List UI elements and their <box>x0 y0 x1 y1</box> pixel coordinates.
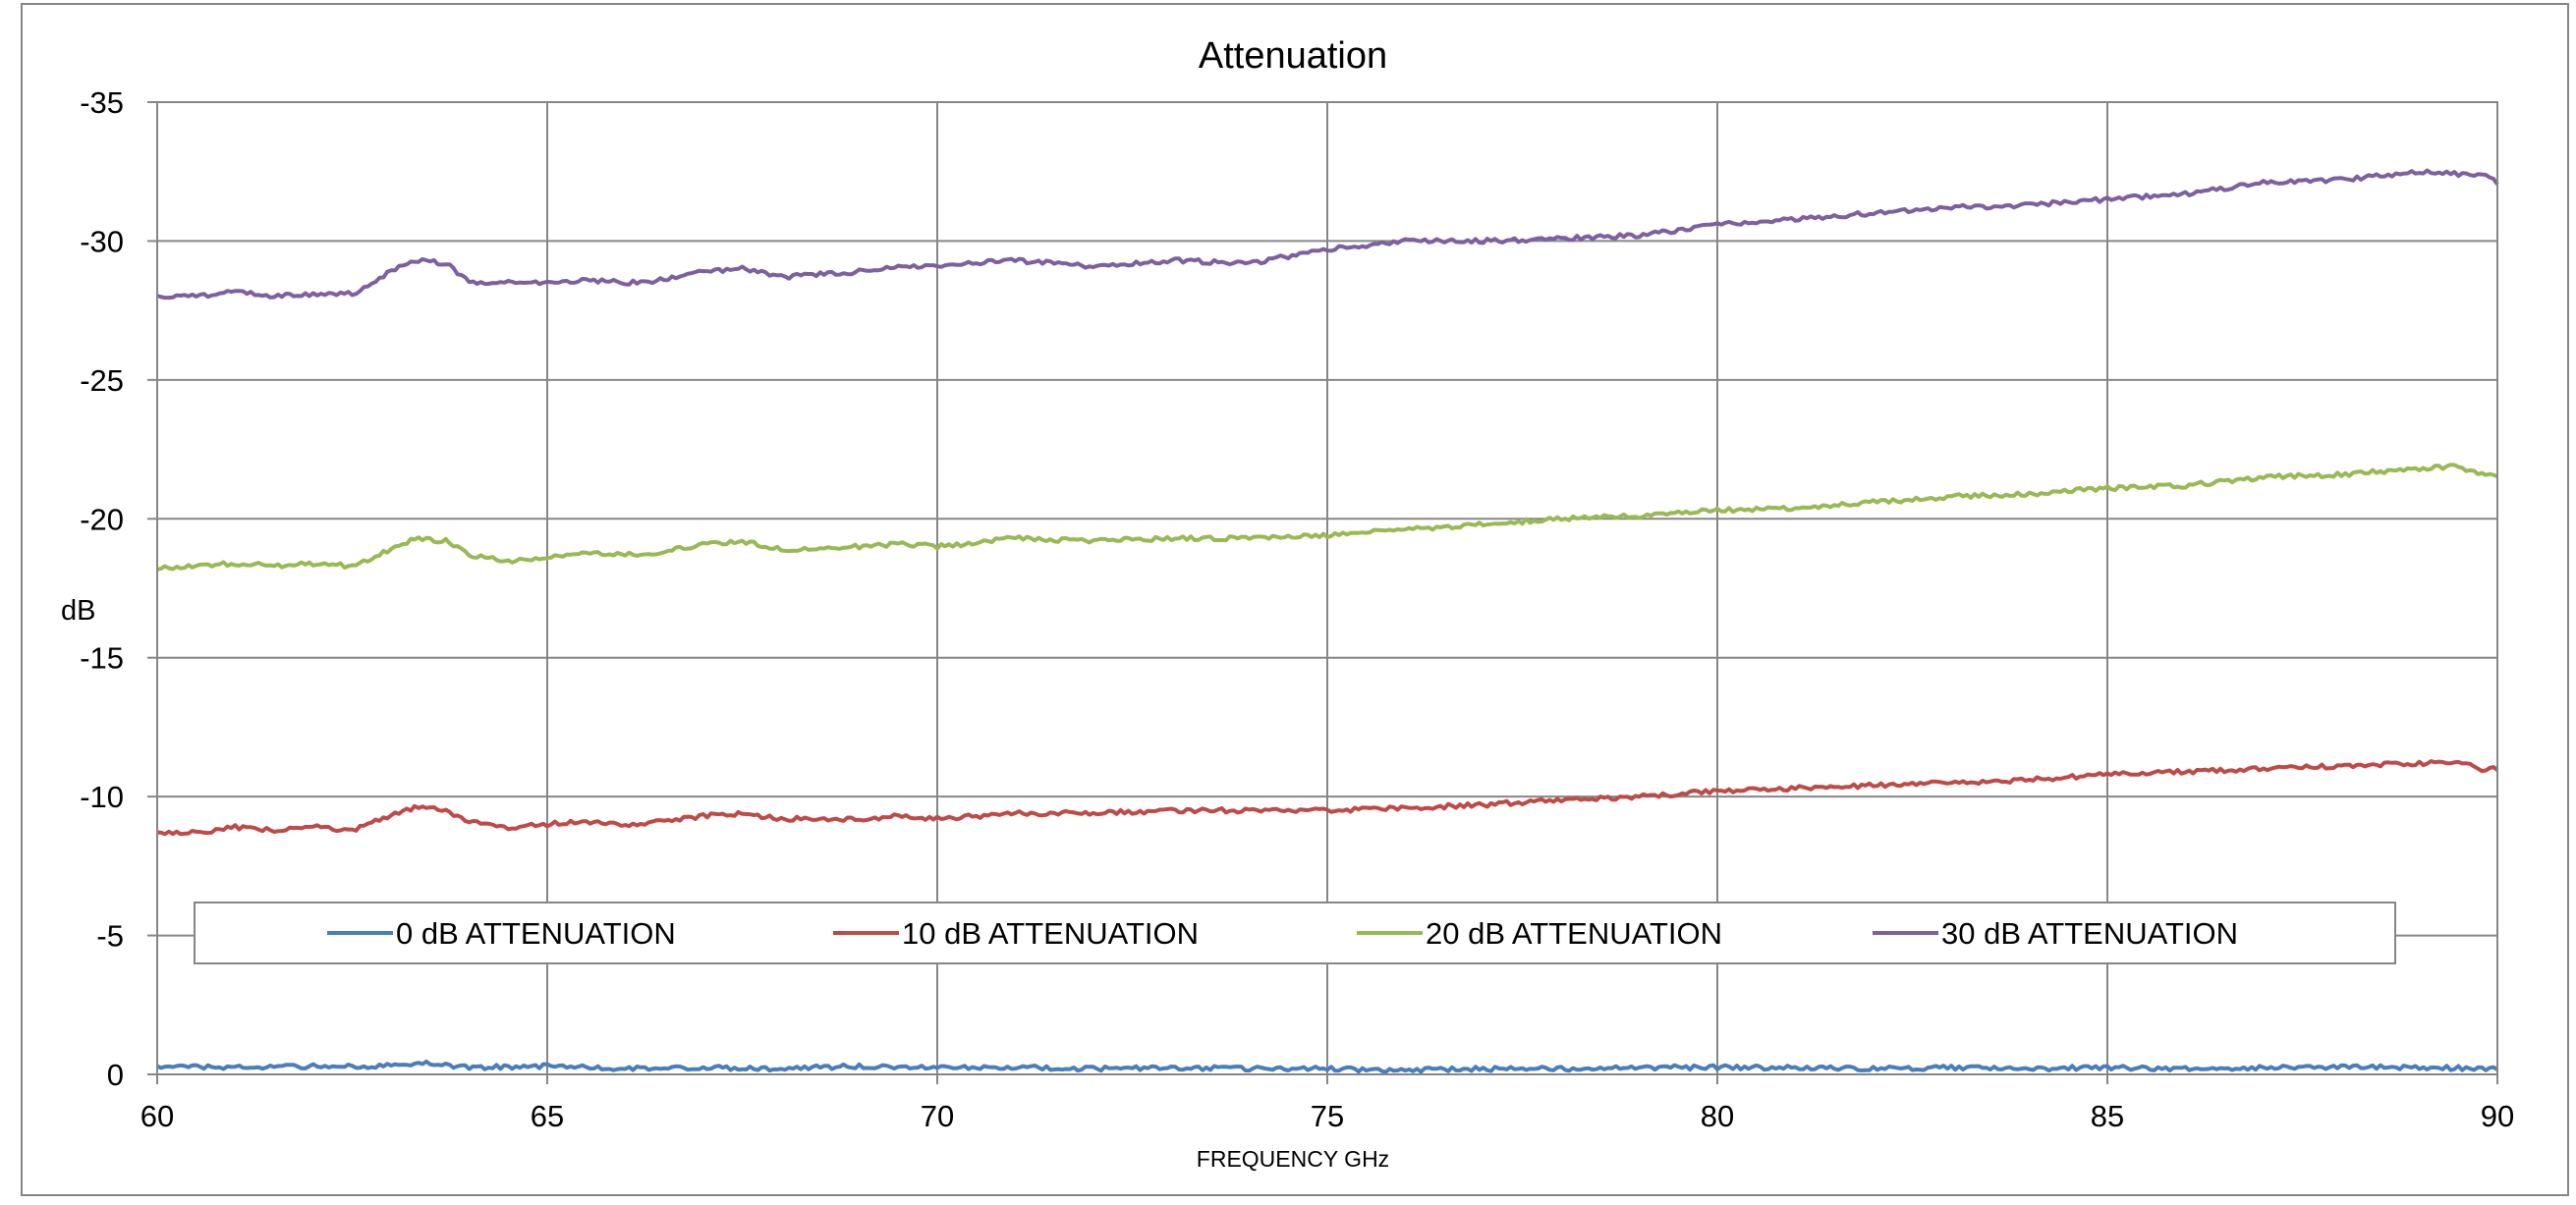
series-line <box>156 463 2498 572</box>
y-tick-label: -30 <box>80 224 124 258</box>
series-line <box>156 168 2499 301</box>
x-tick-label: 75 <box>1311 1099 1344 1133</box>
y-axis-ticks: 0 -5 -10 -15 -20 -25 -30 -35 <box>80 85 157 1092</box>
y-tick-label: -15 <box>80 641 124 676</box>
x-axis-title: FREQUENCY GHz <box>1197 1146 1389 1172</box>
legend-label: 10 dB ATTENUATION <box>902 916 1199 951</box>
y-tick-label: 0 <box>107 1058 124 1092</box>
chart-title: Attenuation <box>1199 35 1387 77</box>
x-tick-label: 65 <box>531 1099 564 1133</box>
legend-label: 20 dB ATTENUATION <box>1426 916 1722 951</box>
x-tick-label: 80 <box>1701 1099 1734 1133</box>
x-tick-label: 85 <box>2091 1099 2124 1133</box>
legend-box <box>194 902 2396 964</box>
y-axis-title: dB <box>61 595 95 627</box>
y-tick-label: -20 <box>80 502 124 536</box>
x-tick-label: 70 <box>921 1099 954 1133</box>
x-tick-label: 90 <box>2481 1099 2514 1133</box>
chart-area <box>21 3 2569 1196</box>
x-axis-ticks: 60 65 70 75 80 85 90 <box>140 1074 2514 1133</box>
legend-label: 0 dB ATTENUATION <box>396 916 676 951</box>
legend: 0 dB ATTENUATION 10 dB ATTENUATION 20 dB A… <box>194 902 2396 964</box>
y-tick-label: -5 <box>96 919 124 954</box>
x-tick-label: 60 <box>140 1099 174 1133</box>
series-line <box>156 759 2499 837</box>
y-tick-label: -35 <box>80 85 124 120</box>
y-tick-label: -25 <box>80 363 124 398</box>
y-tick-label: -10 <box>80 780 124 814</box>
series-layer <box>156 168 2499 1074</box>
grid <box>156 101 2498 1075</box>
series-line <box>156 1059 2499 1074</box>
legend-label: 30 dB ATTENUATION <box>1941 916 2238 951</box>
